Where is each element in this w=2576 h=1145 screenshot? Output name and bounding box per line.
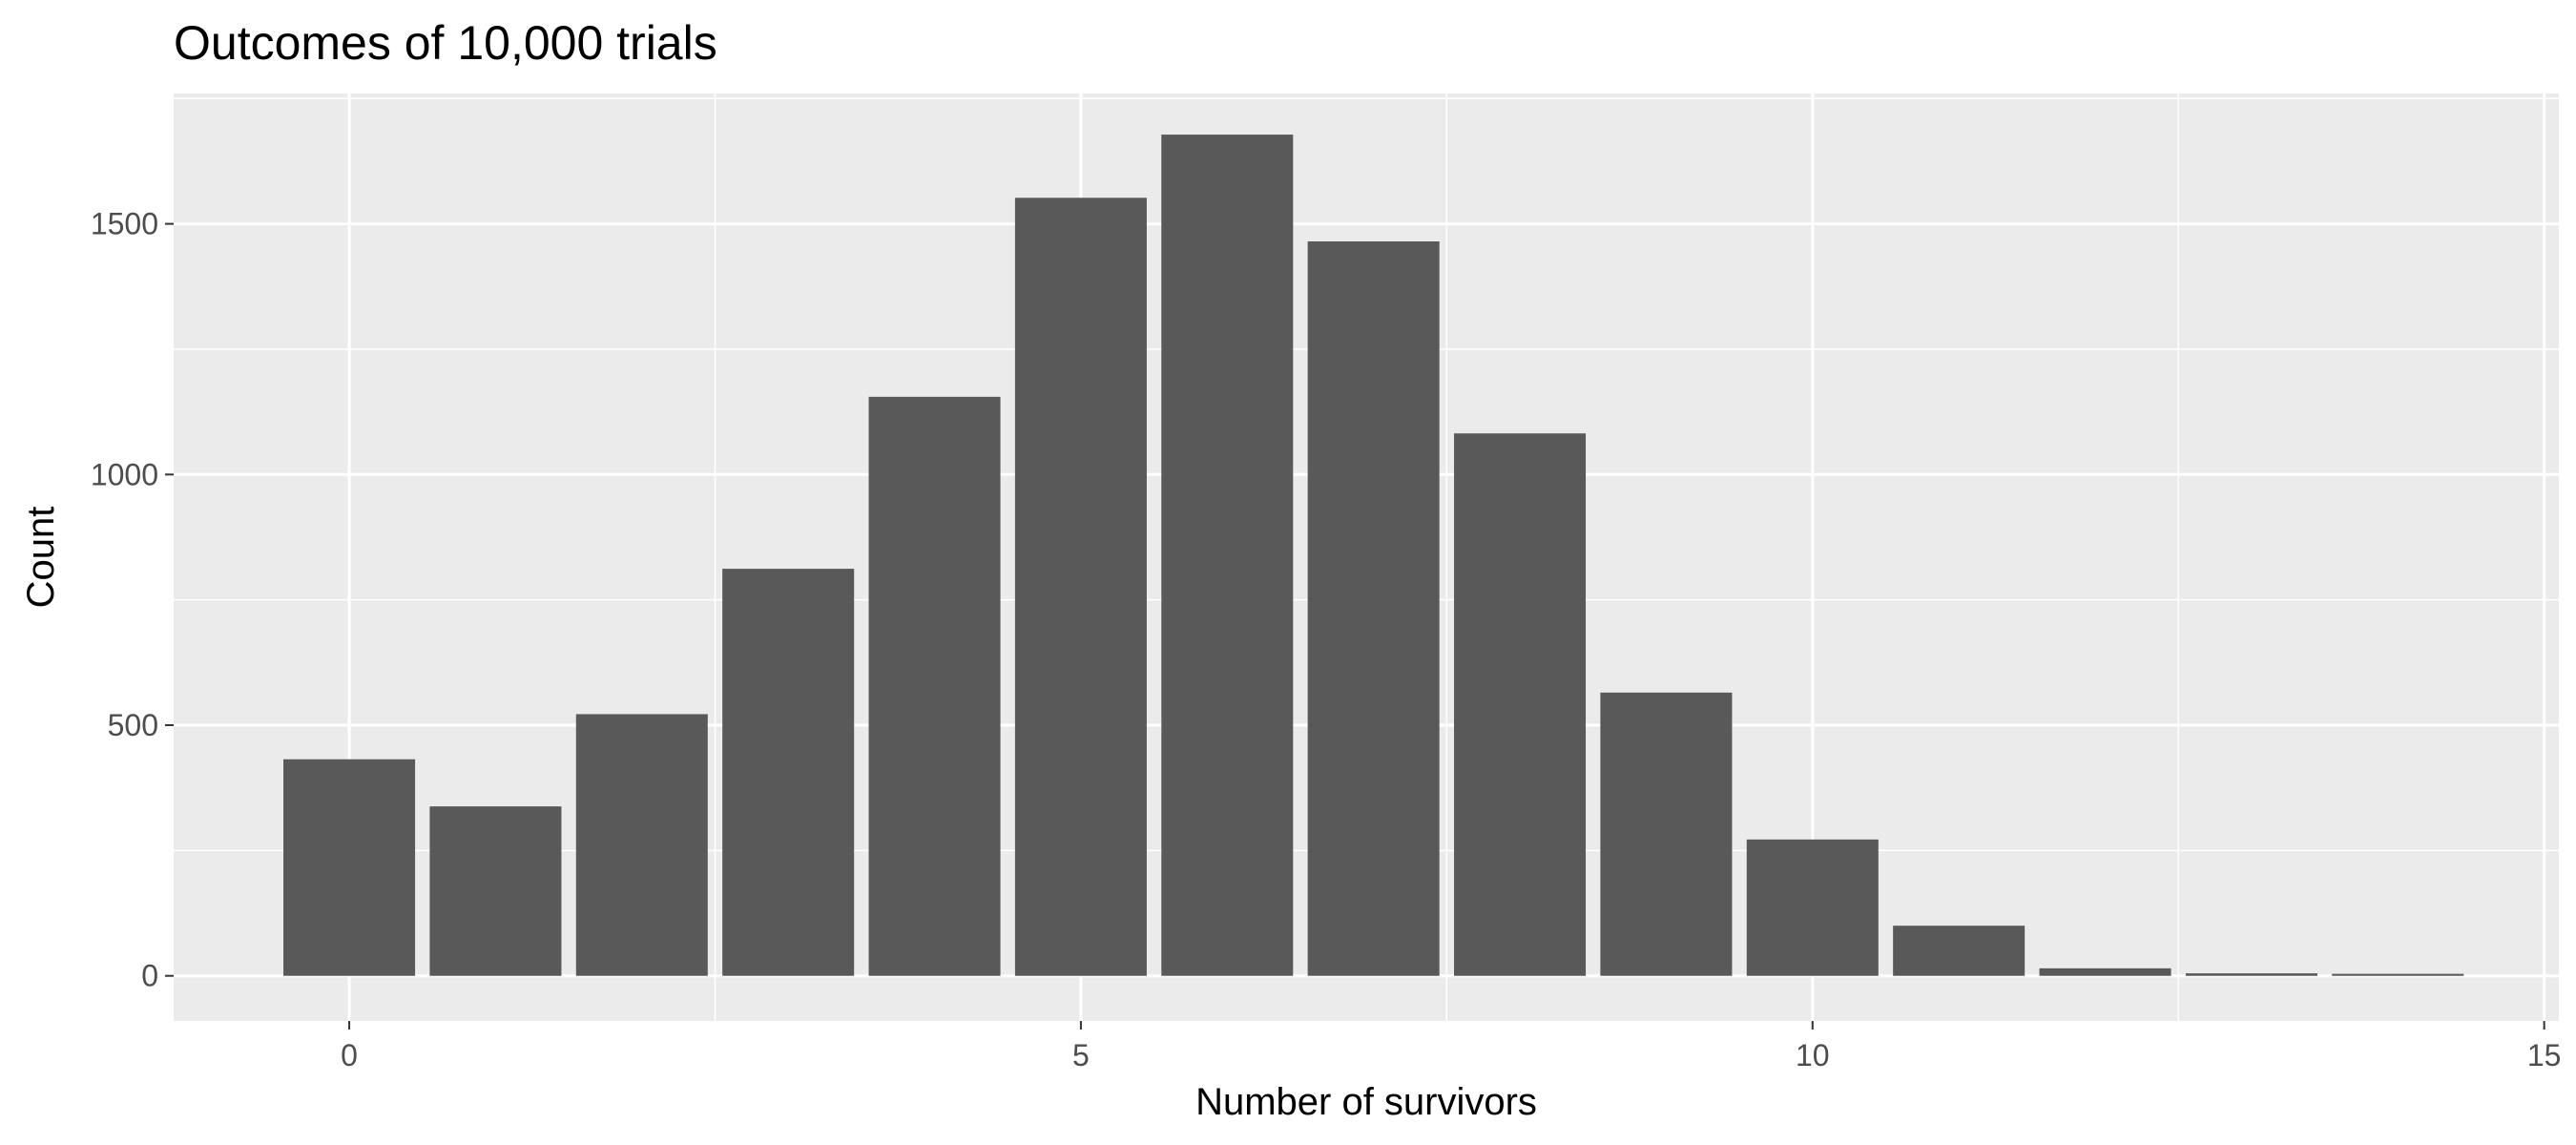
- bar-0: [283, 759, 416, 976]
- bar-2: [575, 714, 708, 976]
- x-tick-label: 0: [341, 1038, 358, 1072]
- bar-13: [2185, 973, 2317, 976]
- bar-6: [1161, 135, 1294, 976]
- bars: [283, 135, 2464, 976]
- y-tick-label: 1500: [91, 207, 158, 241]
- bar-14: [2332, 973, 2464, 976]
- y-axis-title: Count: [20, 507, 62, 609]
- bar-11: [1893, 926, 2025, 976]
- bar-7: [1307, 240, 1440, 976]
- bar-8: [1454, 433, 1587, 976]
- x-tick-label: 10: [1796, 1038, 1830, 1072]
- bar-10: [1746, 839, 1879, 976]
- bar-1: [429, 806, 562, 976]
- bar-9: [1600, 692, 1733, 976]
- x-tick-label: 5: [1072, 1038, 1090, 1072]
- x-tick-label: 15: [2527, 1038, 2562, 1072]
- bar-12: [2039, 968, 2171, 976]
- x-axis: 0 5 10 15: [341, 1021, 2561, 1072]
- x-axis-title: Number of survivors: [1195, 1081, 1537, 1123]
- chart-title: Outcomes of 10,000 trials: [174, 16, 717, 70]
- bar-5: [1014, 198, 1147, 976]
- y-tick-label: 500: [108, 708, 158, 742]
- y-tick-label: 1000: [91, 457, 158, 491]
- bar-4: [868, 396, 1001, 976]
- y-axis: 0 500 1000 1500: [91, 207, 174, 993]
- bar-3: [722, 569, 855, 976]
- y-tick-label: 0: [141, 959, 158, 993]
